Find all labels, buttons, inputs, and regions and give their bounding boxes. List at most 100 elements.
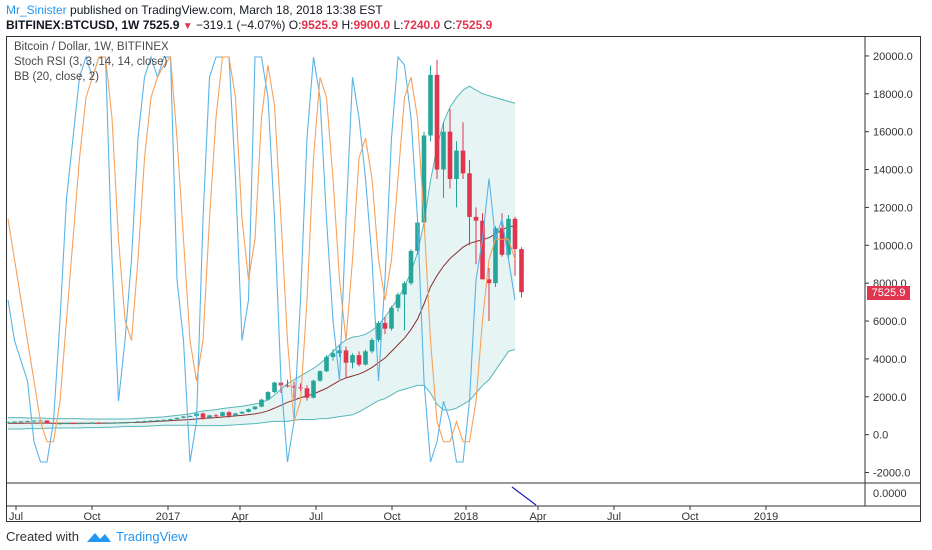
candle-body — [142, 421, 147, 423]
candle-body — [415, 222, 420, 251]
stoch-d-line — [7, 55, 516, 443]
legend-stoch: Stoch RSI (3, 3, 14, 14, close) — [14, 56, 168, 68]
x-tick-label: Oct — [383, 511, 400, 523]
candle-body — [18, 421, 24, 423]
y-tick-label: 16000.0 — [873, 127, 913, 139]
candle-body — [493, 228, 498, 284]
sub-pane-tick-label: 0.0000 — [873, 488, 907, 500]
candle-body — [447, 131, 453, 180]
candle-body — [356, 355, 362, 365]
x-tick-label: Jul — [309, 511, 323, 523]
ohlc-line: BITFINEX:BTCUSD, 1W 7525.9 ▼ −319.1 (−4.… — [6, 18, 492, 32]
x-tick-label: Apr — [529, 511, 546, 523]
symbol-label: BITFINEX:BTCUSD, 1W — [6, 18, 140, 32]
legend-title: Bitcoin / Dollar, 1W, BITFINEX — [14, 41, 169, 53]
candle-body — [265, 392, 271, 400]
y-tick-label: 10000.0 — [873, 240, 913, 252]
candle-body — [83, 422, 89, 424]
y-tick-label: 14000.0 — [873, 165, 913, 177]
candle-body — [259, 399, 264, 407]
candle-body — [480, 220, 485, 280]
candle-body — [369, 339, 375, 352]
candle-body — [44, 420, 50, 423]
candle-body — [148, 420, 154, 422]
x-tick-label: 2018 — [454, 511, 478, 523]
close-label: C: — [443, 18, 456, 32]
y-tick-label: 0.0 — [873, 430, 888, 442]
candle-body — [304, 388, 310, 398]
candle-body — [90, 422, 95, 424]
candle-body — [298, 387, 303, 389]
candle-body — [155, 420, 160, 422]
sub-pane-line — [511, 486, 537, 506]
last-price-tag: 7525.9 — [867, 286, 910, 300]
candle-body — [324, 357, 329, 372]
x-tick-label: Jul — [9, 511, 23, 523]
candle-body — [512, 218, 518, 250]
bb-lower-line — [8, 348, 516, 430]
candle-body — [31, 420, 37, 422]
candle-body — [473, 216, 479, 221]
candle-body — [168, 419, 173, 421]
x-tick-label: 2019 — [754, 511, 778, 523]
candle-body — [174, 417, 180, 420]
candle-body — [291, 386, 297, 388]
candle-body — [25, 421, 30, 423]
x-tick-label: Apr — [231, 511, 248, 523]
x-tick-label: 2017 — [156, 511, 180, 523]
candle-body — [233, 413, 238, 416]
x-tick-label: Jul — [607, 511, 621, 523]
y-tick-label: 18000.0 — [873, 89, 913, 101]
y-tick-label: 6000.0 — [873, 316, 907, 328]
candle-body — [77, 423, 82, 425]
candle-body — [317, 371, 323, 381]
candle-body — [103, 422, 108, 424]
candle-body — [181, 416, 186, 418]
candle-body — [122, 422, 128, 424]
price-change: −319.1 (−4.07%) — [195, 18, 286, 32]
candle-body — [337, 350, 342, 354]
low-value: 7240.0 — [403, 18, 441, 32]
candle-body — [402, 283, 407, 295]
author-link[interactable]: Mr_Sinister — [6, 3, 67, 17]
candle-body — [252, 406, 258, 410]
candle-body — [207, 415, 212, 418]
candle-body — [57, 423, 63, 425]
low-label: L: — [393, 18, 404, 32]
candle-body — [343, 350, 349, 363]
candle-body — [330, 353, 336, 358]
y-tick-label: 4000.0 — [873, 354, 907, 366]
candle-body — [486, 279, 492, 284]
high-value: 9900.0 — [353, 18, 391, 32]
candle-body — [5, 422, 11, 424]
candle-body — [506, 218, 511, 255]
candle-body — [460, 150, 466, 174]
candle-body — [376, 322, 381, 340]
candle-body — [428, 74, 433, 136]
tradingview-brand[interactable]: TradingView — [116, 529, 188, 544]
candle-body — [64, 423, 69, 425]
created-with-label: Created with — [6, 529, 79, 544]
y-tick-label: 2000.0 — [873, 392, 907, 404]
candle-body — [246, 409, 251, 412]
candle-body — [129, 421, 134, 423]
candle-body — [200, 413, 206, 418]
candle-body — [109, 422, 115, 424]
candle-body — [350, 355, 355, 363]
candle-body — [220, 412, 225, 416]
candle-body — [135, 421, 141, 423]
y-tick-label: 20000.0 — [873, 51, 913, 63]
candle-body — [272, 382, 277, 393]
candle-body — [213, 415, 219, 417]
candle-body — [421, 135, 427, 223]
high-label: H: — [341, 18, 354, 32]
candle-body — [382, 322, 388, 329]
open-label: O: — [288, 18, 302, 32]
legend-bb: BB (20, close, 2) — [14, 71, 100, 83]
candle-body — [441, 131, 446, 170]
candle-body — [12, 421, 17, 423]
chart-frame — [6, 36, 921, 522]
candle-body — [285, 385, 290, 387]
candle-body — [408, 250, 414, 284]
